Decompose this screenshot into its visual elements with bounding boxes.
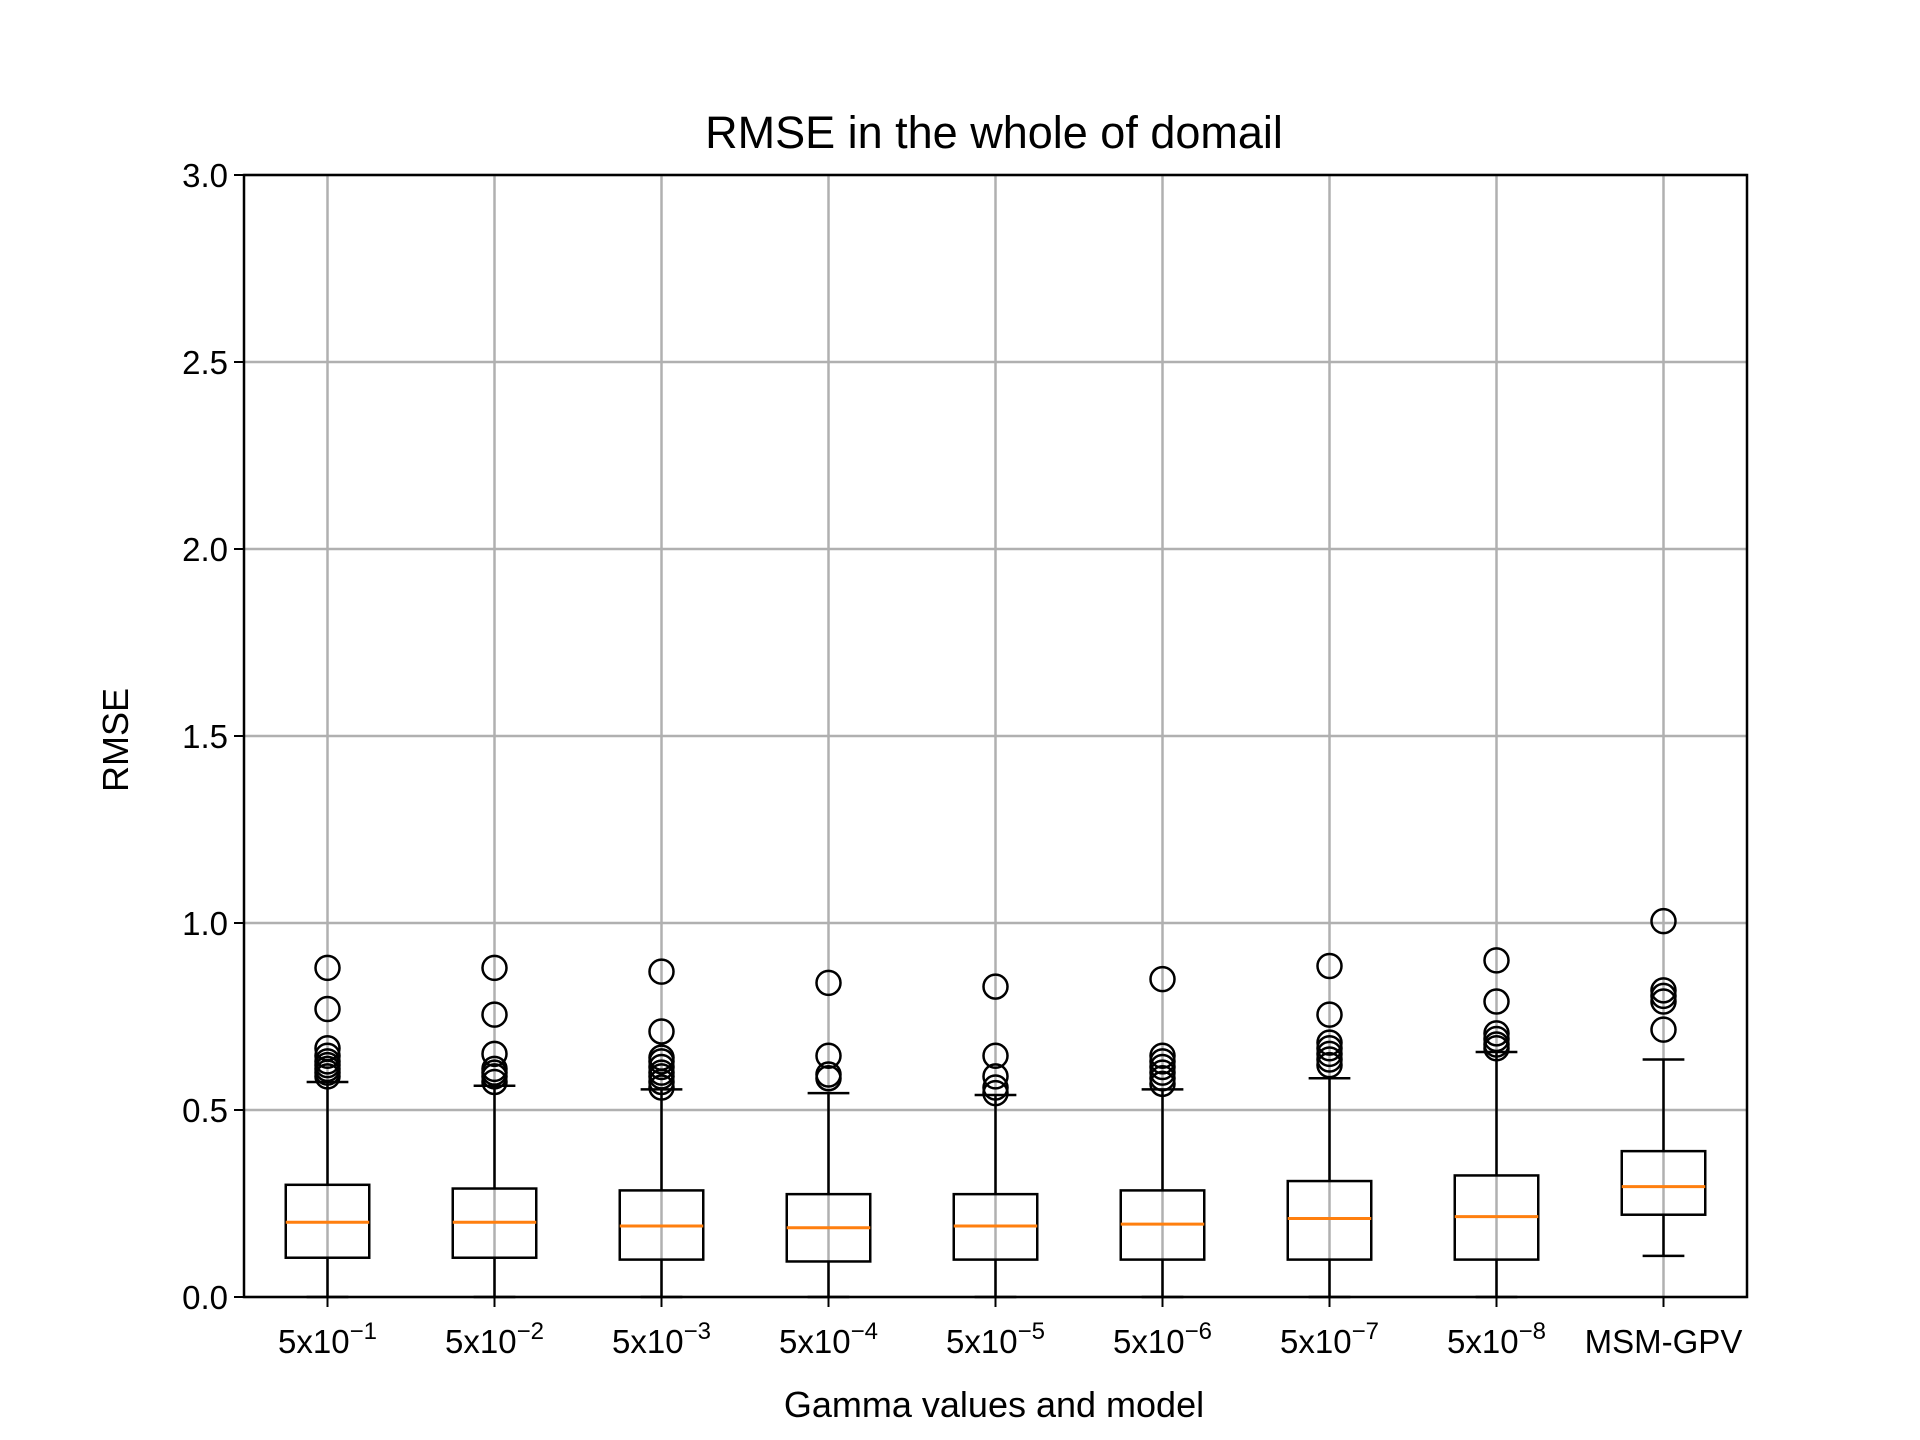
- outlier-point: [648, 1018, 675, 1045]
- outlier-point: [982, 1063, 1009, 1090]
- box-group: [284, 954, 371, 1299]
- outlier-point: [982, 1042, 1009, 1070]
- outlier-point: [815, 969, 842, 997]
- box-group: [1453, 947, 1540, 1299]
- outlier-point: [1483, 947, 1510, 974]
- x-tick-label: 5x10−7: [1280, 1318, 1379, 1360]
- x-tick-label: 5x10−6: [1113, 1318, 1212, 1360]
- x-tick-label: 5x10−8: [1447, 1318, 1546, 1360]
- x-tick-label: 5x10−2: [445, 1318, 544, 1360]
- box-group: [451, 954, 538, 1299]
- x-tick-label: 5x10−3: [612, 1318, 711, 1360]
- outlier-point: [648, 958, 675, 985]
- outlier-point: [648, 1044, 675, 1071]
- outlier-point: [1650, 1016, 1677, 1043]
- outlier-point: [815, 1061, 842, 1088]
- outlier-point: [481, 1055, 508, 1083]
- box-iqr: [1286, 1179, 1373, 1261]
- outlier-point: [1316, 1001, 1343, 1028]
- box-group: [1286, 952, 1373, 1299]
- outlier-point: [1149, 965, 1176, 993]
- outlier-point: [1316, 952, 1343, 980]
- box-group: [1620, 907, 1707, 1258]
- y-axis-label: RMSE: [95, 688, 136, 792]
- outlier-point: [815, 1042, 842, 1070]
- y-tick-label: 1.0: [182, 905, 228, 942]
- y-tick-label: 2.0: [182, 531, 228, 568]
- outlier-point: [982, 1074, 1009, 1101]
- outlier-point: [481, 954, 508, 982]
- x-tick-label: 5x10−1: [278, 1318, 377, 1360]
- y-tick-label: 3.0: [182, 157, 228, 194]
- y-tick-label: 0.0: [182, 1279, 228, 1316]
- outlier-point: [314, 995, 341, 1023]
- outlier-point: [481, 1040, 508, 1068]
- outlier-point: [1149, 1042, 1176, 1070]
- outlier-point: [982, 973, 1009, 1000]
- box-group: [618, 958, 705, 1299]
- x-tick-label: MSM-GPV: [1585, 1323, 1743, 1360]
- outlier-point: [481, 1001, 508, 1028]
- x-axis-label: Gamma values and model: [784, 1384, 1204, 1425]
- y-tick-label: 1.5: [182, 718, 228, 755]
- outlier-point: [314, 1035, 341, 1062]
- outlier-point: [1316, 1029, 1343, 1056]
- box-layer: [284, 907, 1707, 1299]
- box-iqr: [1620, 1149, 1707, 1216]
- x-axis-ticks: 5x10−1 5x10−2 5x10−3 5x10−4 5x10−5 5x10−6 5x10…: [278, 1297, 1742, 1360]
- box-group: [952, 973, 1039, 1299]
- outlier-point: [1483, 1020, 1510, 1047]
- outlier-point: [1650, 977, 1677, 1004]
- y-axis-ticks: 0.0 0.5 1.0 1.5 2.0 2.5 3.0: [182, 157, 244, 1316]
- outlier-point: [1483, 988, 1510, 1015]
- x-tick-label: 5x10−4: [779, 1318, 878, 1360]
- outlier-point: [314, 954, 341, 982]
- chart-title: RMSE in the whole of domail: [705, 107, 1283, 158]
- y-tick-label: 2.5: [182, 344, 228, 381]
- outlier-point: [314, 1042, 341, 1070]
- y-tick-label: 0.5: [182, 1092, 228, 1129]
- box-group: [1119, 965, 1206, 1299]
- outlier-point: [1650, 907, 1677, 935]
- x-tick-label: 5x10−5: [946, 1318, 1045, 1360]
